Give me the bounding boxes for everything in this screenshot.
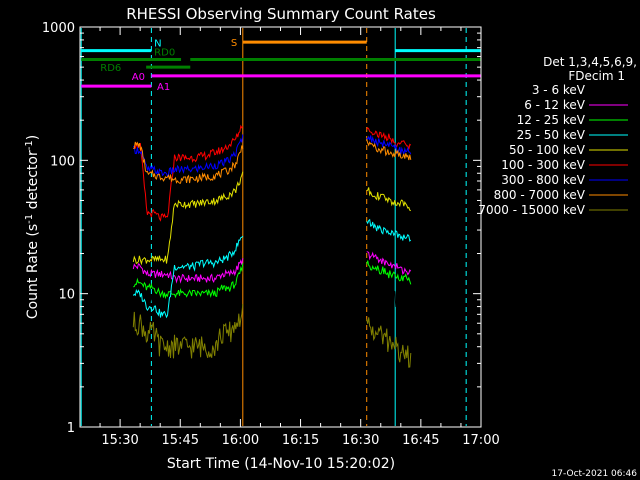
x-tick-label: 16:00 [222,433,259,448]
legend-entry-label: 7000 - 15000 keV [478,203,585,217]
series-line [132,235,244,319]
x-axis-label: Start Time (14-Nov-10 15:20:02) [167,456,395,472]
series-line [132,263,244,337]
footer-timestamp: 17-Oct-2021 06:46 [552,469,638,479]
series-line [366,273,412,321]
series-line [132,258,244,284]
plot-area: N S RD0 RD6 A0 A1 [80,28,481,426]
x-tick-label: 16:45 [402,433,439,448]
x-tick-label: 16:30 [342,433,379,448]
legend-header-line-2: FDecim 1 [568,69,625,83]
series-line [133,141,244,184]
legend-entry-label: 800 - 7000 keV [494,188,586,202]
flag-label-rd0: RD0 [154,48,175,59]
x-tick-label: 16:15 [282,433,319,448]
axes: 15:30 15:45 16:00 16:15 16:30 16:45 17:00 1 10 10… [42,21,500,448]
series-line [132,171,244,266]
legend-entry-label: 300 - 800 keV [501,173,585,187]
series-line [366,135,412,156]
series-line [132,304,244,359]
flag-label-n: N [154,39,161,50]
x-tick-label: 17:00 [462,433,499,448]
series-line [366,317,412,368]
legend-header-line-1: Det 1,3,4,5,6,9, [543,55,637,69]
flag-label-rd6: RD6 [100,63,121,74]
legend-entry-label: 3 - 6 keV [532,83,586,97]
series-line [366,139,412,161]
flag-label-a0: A0 [132,72,145,83]
flag-label-a1: A1 [157,82,170,93]
series-line [366,251,412,276]
legend-entry-label: 6 - 12 keV [524,98,586,112]
x-tick-label: 15:30 [101,433,138,448]
series-line [366,126,412,150]
series-line [366,187,411,212]
series-line [132,134,244,178]
y-tick-label: 1000 [42,21,75,36]
y-tick-label: 100 [50,154,75,169]
series-line [366,260,412,285]
legend-entry-label: 100 - 300 keV [501,158,585,172]
y-axis-label: Count Rate (s-1 detector-1) [24,135,41,319]
legend-entry-label: 12 - 25 keV [517,113,586,127]
legend-entry-label: 50 - 100 keV [509,143,586,157]
series-line [132,124,244,222]
legend-entry-label: 25 - 50 keV [517,128,586,142]
chart-title: RHESSI Observing Summary Count Rates [126,5,436,23]
series-line [366,218,412,242]
flag-label-s: S [231,38,237,49]
series-line [133,263,244,300]
x-tick-label: 15:45 [162,433,199,448]
y-tick-label: 1 [67,421,75,436]
y-tick-label: 10 [58,288,75,303]
